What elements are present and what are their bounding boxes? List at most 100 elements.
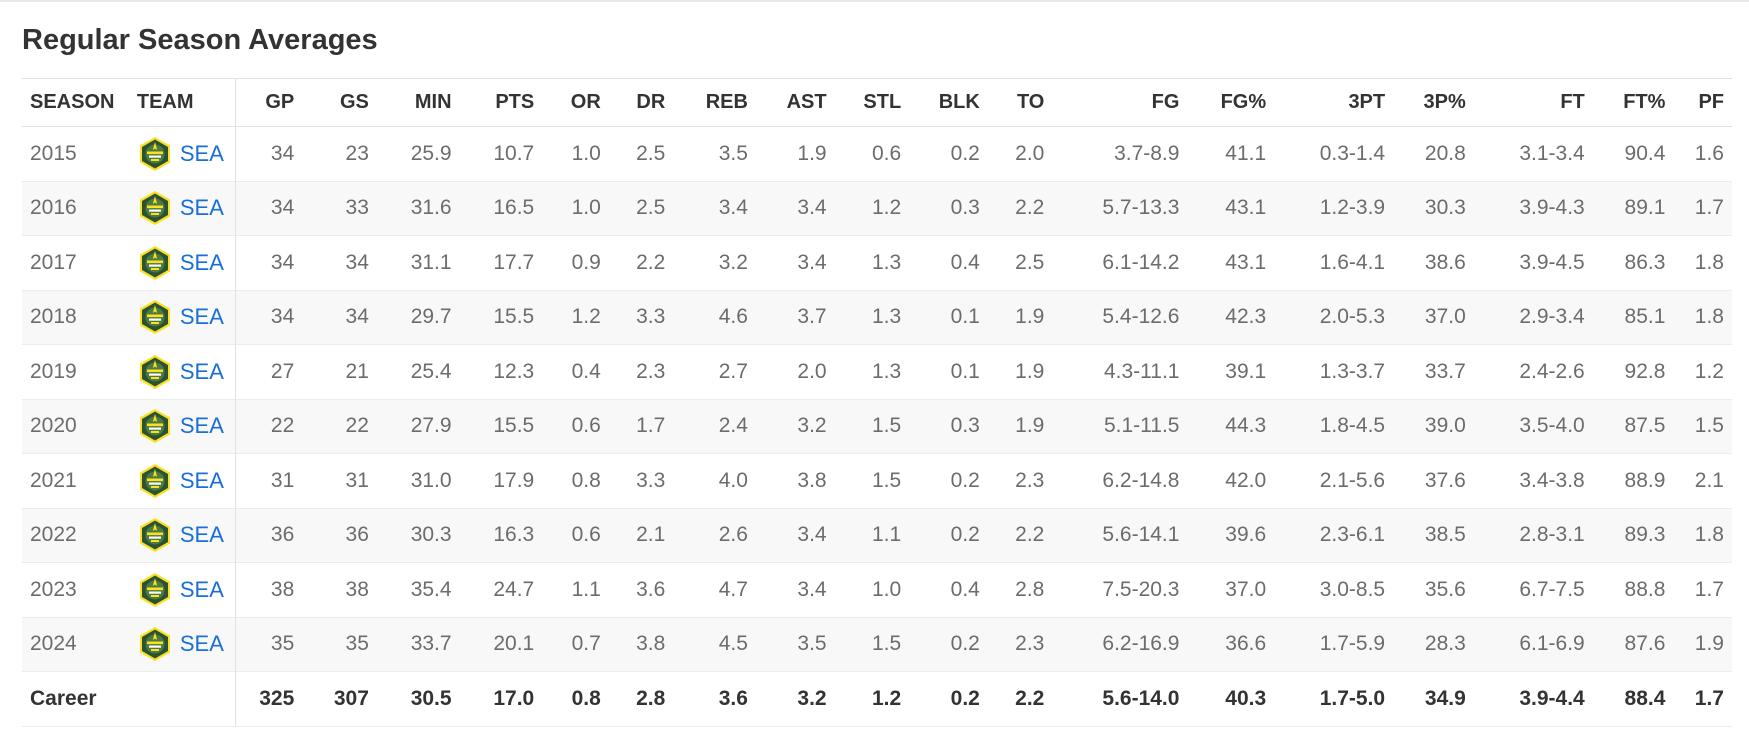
stat-cell-fg: 6.2-16.9 — [1102, 632, 1180, 656]
stat-cell-gs: 21 — [345, 359, 369, 383]
top-divider — [0, 0, 1749, 2]
regular-season-averages-section: Regular Season Averages SEASON TEAM GP GS MI… — [22, 20, 1732, 727]
stat-cell-dr: 2.5 — [636, 196, 666, 220]
season-cell: 2018 — [30, 305, 77, 329]
stat-cell-3pt: 2.0-5.3 — [1319, 305, 1386, 329]
stat-cell-to: 2.3 — [1015, 632, 1045, 656]
column-header-3p-pct[interactable]: 3P% — [1423, 91, 1466, 113]
team-wrap: SEA — [137, 626, 235, 662]
stat-cell-3p-pct: 28.3 — [1424, 632, 1466, 656]
column-header-stl[interactable]: STL — [863, 91, 902, 113]
team-link[interactable]: SEA — [179, 358, 224, 384]
team-link[interactable]: SEA — [179, 522, 224, 548]
team-link[interactable]: SEA — [179, 304, 224, 330]
stat-cell-min: 25.4 — [410, 359, 452, 383]
team-link[interactable]: SEA — [179, 467, 224, 493]
stat-cell-to: 2.8 — [1015, 577, 1045, 601]
team-link[interactable]: SEA — [179, 249, 224, 275]
column-header-ft[interactable]: FT — [1560, 91, 1585, 113]
stat-cell-ft: 6.1-6.9 — [1519, 632, 1585, 656]
stat-cell-pts: 17.7 — [493, 250, 535, 274]
stat-cell-3p-pct: 37.0 — [1424, 305, 1466, 329]
column-header-ast[interactable]: AST — [786, 91, 827, 113]
stat-cell-or: 1.2 — [571, 305, 601, 329]
team-cell: SEA — [128, 126, 237, 181]
table-row: 2019 SEA 27 21 25.4 12.3 0.4 2.3 2.7 2.0 1.3 0.1 1.… — [22, 344, 1732, 399]
column-header-dr[interactable]: DR — [636, 91, 666, 113]
stat-cell-ast: 3.2 — [797, 414, 827, 438]
stat-cell-fg-pct: 42.3 — [1225, 305, 1267, 329]
column-header-pts[interactable]: PTS — [495, 91, 535, 113]
stat-cell-3p-pct: 39.0 — [1424, 414, 1466, 438]
stat-cell-to: 1.9 — [1015, 305, 1045, 329]
team-cell: SEA — [128, 290, 237, 345]
stat-cell-3p-pct: 30.3 — [1424, 196, 1466, 220]
seattle-storm-logo-icon — [139, 191, 170, 226]
table-row: 2021 SEA 31 31 31.0 17.9 0.8 3.3 4.0 3.8 1.5 0.2 2.… — [22, 453, 1732, 508]
team-cell: SEA — [128, 453, 237, 508]
stat-cell-stl: 1.5 — [872, 632, 902, 656]
stat-cell-ft-pct: 88.9 — [1624, 468, 1666, 492]
stat-cell-to: 1.9 — [1015, 414, 1045, 438]
section-title: Regular Season Averages — [22, 24, 378, 56]
column-header-fg-pct[interactable]: FG% — [1220, 91, 1267, 113]
stats-table: SEASON TEAM GP GS MIN PTS OR DR REB AST STL BLK TO FG… — [22, 78, 1732, 727]
column-header-fg[interactable]: FG — [1151, 91, 1180, 113]
stat-cell-pf: 1.8 — [1694, 250, 1724, 274]
stat-cell-pts: 24.7 — [493, 577, 535, 601]
column-header-pf[interactable]: PF — [1698, 91, 1724, 113]
stat-cell-gp: 27 — [270, 359, 295, 383]
stat-cell-gs: 22 — [345, 414, 369, 438]
team-link[interactable]: SEA — [179, 576, 224, 602]
career-stat-or: 0.8 — [571, 686, 601, 710]
column-header-min[interactable]: MIN — [414, 91, 452, 113]
column-header-3pt[interactable]: 3PT — [1348, 91, 1386, 113]
stat-cell-3pt: 1.8-4.5 — [1319, 414, 1386, 438]
stat-cell-ft-pct: 87.5 — [1624, 414, 1666, 438]
column-header-blk[interactable]: BLK — [938, 91, 980, 113]
season-cell: 2020 — [30, 414, 77, 438]
seattle-storm-logo-icon — [139, 354, 170, 389]
stat-cell-pts: 17.9 — [493, 468, 535, 492]
column-header-team[interactable]: TEAM — [128, 78, 237, 127]
stat-cell-3pt: 1.7-5.9 — [1319, 632, 1386, 656]
career-stat-gp: 325 — [259, 686, 295, 710]
table-row: 2015 SEA 34 23 25.9 10.7 1.0 2.5 3.5 1.9 0.6 0.2 2.… — [22, 126, 1732, 181]
stat-cell-fg: 4.3-11.1 — [1103, 359, 1180, 383]
career-stat-3p-pct: 34.9 — [1424, 686, 1466, 710]
stat-cell-or: 0.6 — [571, 523, 601, 547]
team-link[interactable]: SEA — [179, 140, 224, 166]
team-link[interactable]: SEA — [179, 413, 224, 439]
stat-cell-fg: 5.6-14.1 — [1102, 523, 1180, 547]
stat-cell-3pt: 0.3-1.4 — [1319, 141, 1386, 165]
team-link[interactable]: SEA — [179, 195, 224, 221]
season-cell: 2024 — [30, 632, 77, 656]
stat-cell-reb: 4.5 — [718, 632, 748, 656]
column-header-gp[interactable]: GP — [265, 91, 295, 113]
column-header-to[interactable]: TO — [1016, 91, 1045, 113]
column-header-gs[interactable]: GS — [339, 91, 369, 113]
stat-cell-gp: 31 — [270, 468, 295, 492]
stat-cell-fg: 5.4-12.6 — [1102, 305, 1180, 329]
stat-cell-ast: 3.4 — [797, 577, 827, 601]
stat-cell-blk: 0.3 — [950, 196, 980, 220]
seattle-storm-logo-icon — [139, 245, 170, 280]
stat-cell-or: 0.6 — [571, 414, 601, 438]
stat-cell-pts: 15.5 — [493, 414, 535, 438]
column-header-season[interactable]: SEASON — [30, 91, 115, 113]
stat-cell-stl: 1.3 — [872, 305, 902, 329]
team-wrap: SEA — [137, 463, 235, 499]
season-cell: 2021 — [30, 468, 77, 492]
team-cell: SEA — [128, 562, 237, 617]
team-link[interactable]: SEA — [179, 631, 224, 657]
stat-cell-gp: 34 — [270, 250, 295, 274]
stat-cell-blk: 0.4 — [950, 250, 980, 274]
stat-cell-reb: 2.4 — [718, 414, 748, 438]
stat-cell-ft-pct: 92.8 — [1624, 359, 1666, 383]
stat-cell-gp: 34 — [270, 196, 295, 220]
column-header-ft-pct[interactable]: FT% — [1623, 91, 1666, 113]
team-cell: SEA — [128, 508, 237, 563]
column-header-reb[interactable]: REB — [705, 91, 748, 113]
stat-cell-3pt: 2.3-6.1 — [1319, 523, 1386, 547]
column-header-or[interactable]: OR — [570, 91, 601, 113]
